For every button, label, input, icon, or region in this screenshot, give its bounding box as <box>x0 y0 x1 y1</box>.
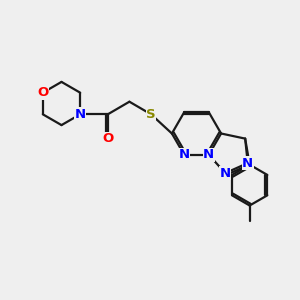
Text: O: O <box>37 86 48 99</box>
Text: O: O <box>102 132 113 146</box>
Text: S: S <box>146 108 156 121</box>
Text: N: N <box>242 157 253 169</box>
Text: N: N <box>75 108 86 121</box>
Text: N: N <box>178 148 190 161</box>
Text: N: N <box>203 148 214 161</box>
Text: N: N <box>220 167 231 180</box>
